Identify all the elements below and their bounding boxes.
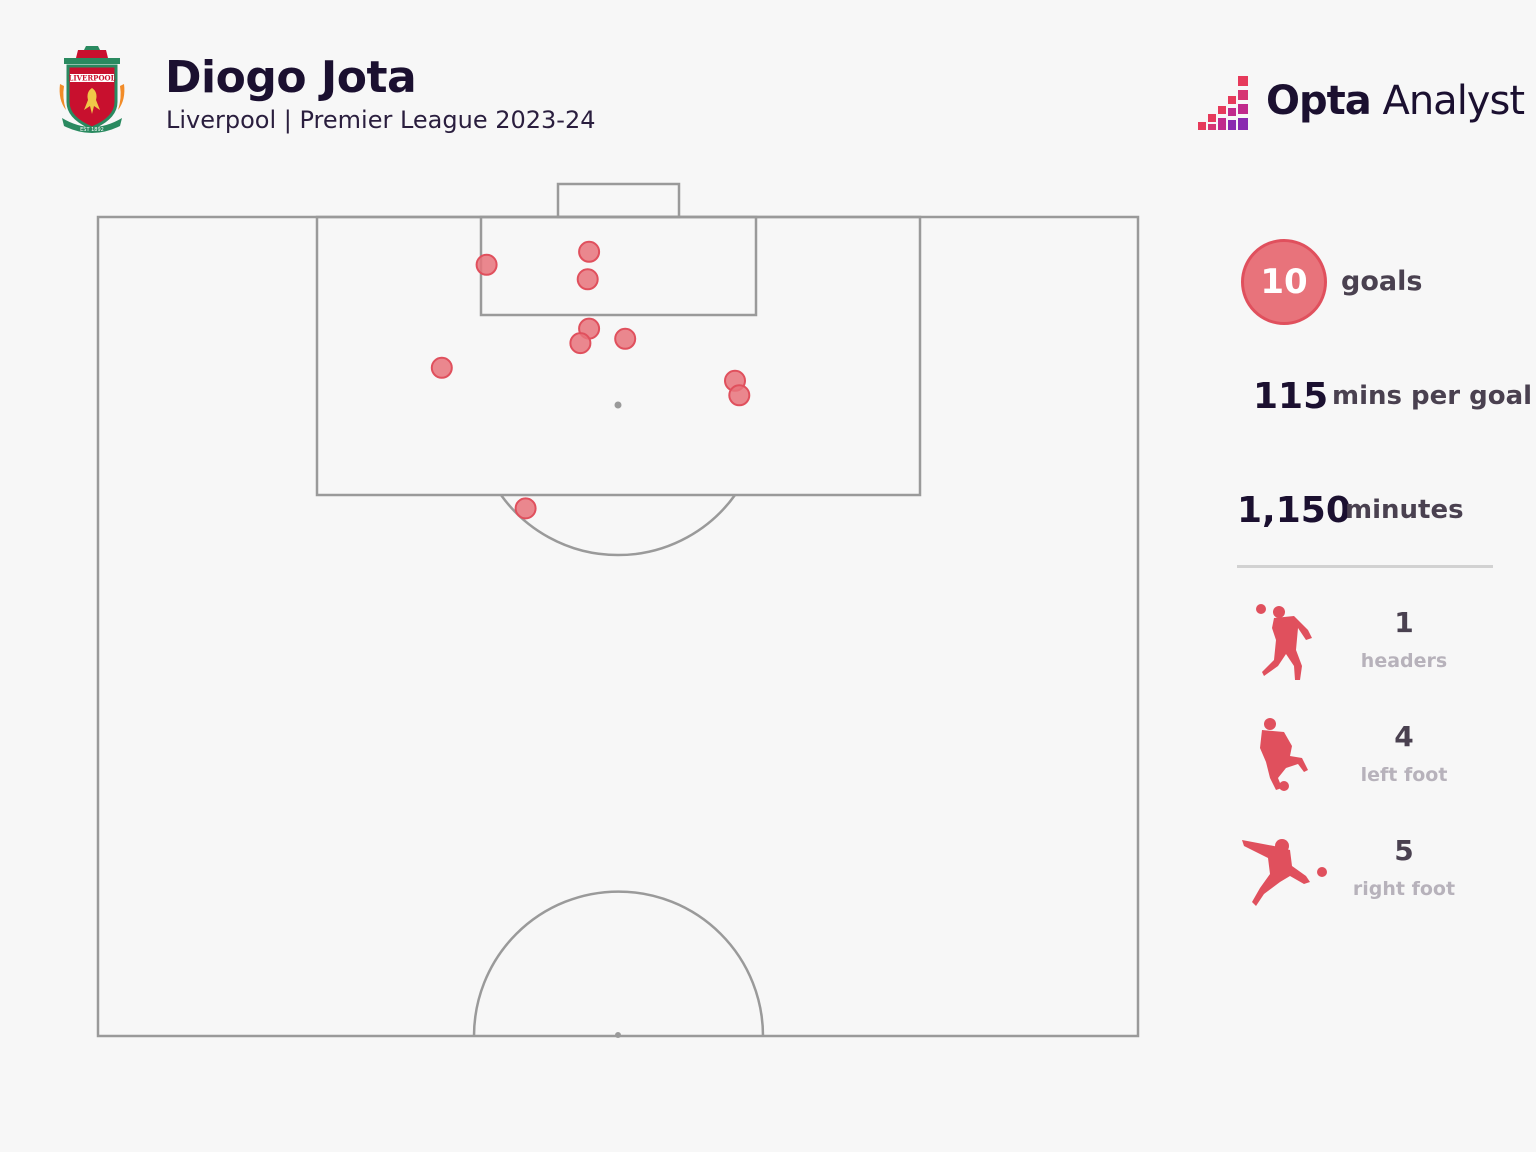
shot-map-pitch — [96, 182, 1140, 1038]
left-foot-player-icon — [1260, 718, 1308, 791]
center-circle — [472, 890, 765, 1037]
goal-marker-5 — [569, 332, 592, 355]
center-spot — [615, 1032, 621, 1038]
brand-name-bold: Opta — [1266, 78, 1372, 124]
mins-per-goal-value: 115 — [1253, 376, 1329, 417]
goal-marker-6 — [614, 327, 637, 350]
goals-label: goals — [1341, 266, 1423, 297]
penalty-area — [315, 215, 922, 497]
goal-marker-1 — [475, 253, 498, 276]
goals-count-badge: 10 — [1241, 239, 1327, 325]
svg-text:EST 1892: EST 1892 — [80, 127, 104, 133]
header-player-icon — [1256, 604, 1312, 680]
mins-per-goal-label: mins per goal — [1332, 381, 1533, 411]
minutes-value: 1,150 — [1237, 490, 1351, 531]
goal-frame — [556, 182, 681, 219]
goal-marker-3 — [576, 268, 599, 291]
headers-label: headers — [1360, 650, 1448, 672]
goal-marker-7 — [430, 356, 453, 379]
right-foot-label: right foot — [1352, 878, 1456, 900]
goal-marker-9 — [728, 384, 751, 407]
left-foot-value: 4 — [1394, 720, 1414, 753]
minutes-label: minutes — [1345, 495, 1464, 525]
six-yard-box — [479, 215, 758, 317]
right-foot-player-icon — [1242, 839, 1327, 906]
headers-value: 1 — [1394, 606, 1414, 639]
penalty-spot — [614, 401, 622, 409]
stats-divider — [1237, 565, 1493, 568]
goal-marker-10 — [514, 497, 537, 520]
liverpool-crest-logo: LIVERPOOL EST 1892 — [59, 46, 125, 133]
goal-marker-2 — [578, 240, 601, 263]
brand-name-light: Analyst — [1370, 78, 1525, 124]
player-name-title: Diogo Jota — [165, 52, 417, 103]
opta-analyst-logo: Opta Analyst — [1196, 72, 1525, 134]
brand-name: Opta Analyst — [1266, 78, 1525, 124]
opta-bars-icon — [1198, 76, 1248, 130]
right-foot-value: 5 — [1394, 834, 1414, 867]
left-foot-label: left foot — [1360, 764, 1448, 786]
goal-markers — [430, 240, 751, 520]
team-season-subtitle: Liverpool | Premier League 2023-24 — [166, 106, 596, 134]
svg-text:LIVERPOOL: LIVERPOOL — [68, 74, 115, 83]
penalty-arc — [499, 494, 737, 557]
